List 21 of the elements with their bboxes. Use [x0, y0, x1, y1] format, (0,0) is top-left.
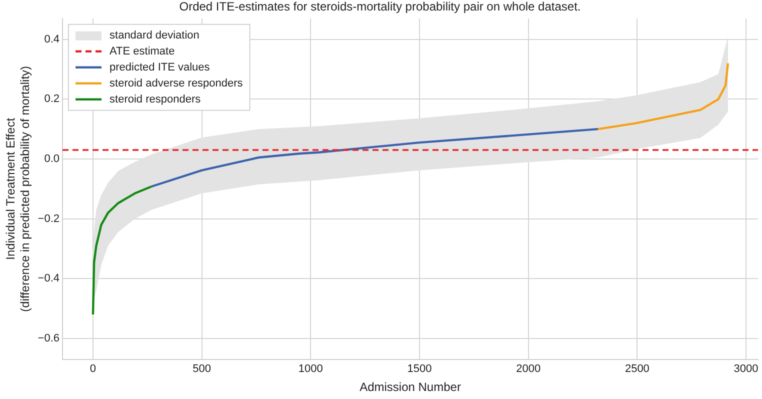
y-tick-label: −0.6	[38, 332, 60, 344]
legend-label: standard deviation	[110, 29, 200, 42]
x-tick-label: 2500	[624, 363, 650, 376]
x-axis-title: Admission Number	[360, 380, 461, 394]
x-tick-label: 500	[192, 363, 212, 376]
legend-label: steroid responders	[110, 93, 202, 106]
x-tick-label: 1000	[298, 363, 323, 376]
y-tick-label: −0.4	[38, 272, 60, 285]
y-tick-label: 0.4	[44, 33, 60, 46]
x-tick-label: 1500	[407, 363, 432, 376]
y-tick-label: 0.0	[44, 153, 60, 166]
legend-label: predicted ITE values	[110, 61, 210, 74]
x-tick-label: 2000	[516, 363, 541, 376]
legend-label: steroid adverse responders	[110, 77, 244, 90]
y-tick-label: 0.2	[44, 93, 60, 106]
x-tick-label: 3000	[734, 363, 758, 376]
x-tick-label: 0	[90, 363, 96, 376]
chart-title: Orded ITE-estimates for steroids-mortality probability pair on whole dataset.	[179, 0, 581, 14]
y-tick-label: −0.2	[38, 212, 60, 225]
y-axis-title: Individual Treatment Effect (difference in predicted probability of mortality)	[4, 66, 32, 312]
legend-label: ATE estimate	[110, 45, 175, 58]
